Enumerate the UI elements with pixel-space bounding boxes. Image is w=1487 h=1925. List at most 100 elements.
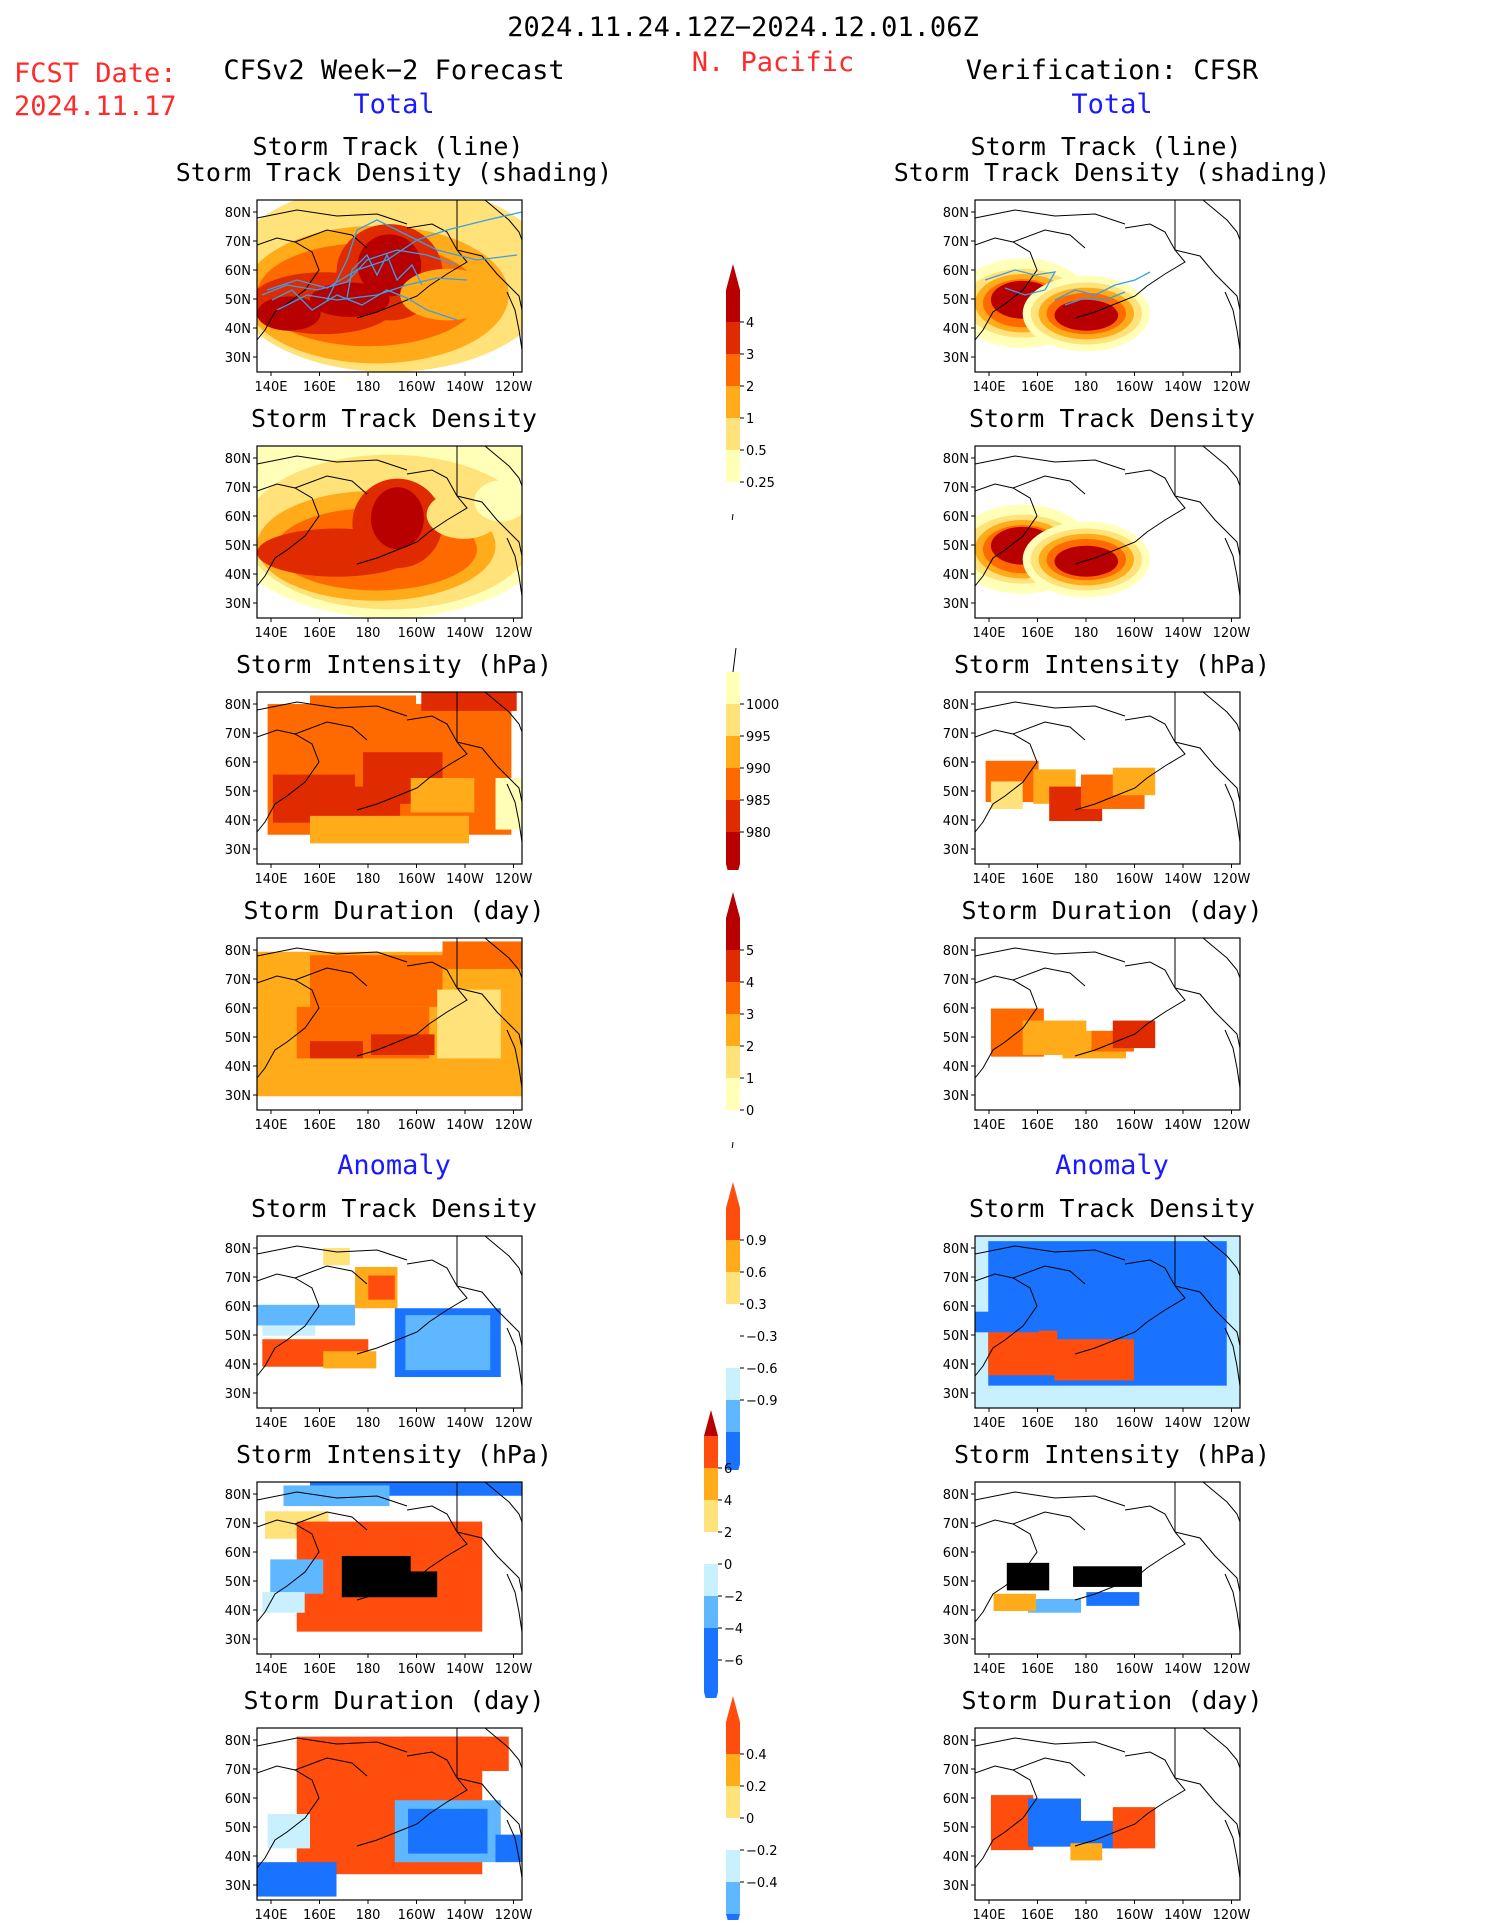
colorbar-swatch xyxy=(726,354,740,386)
lon-tick-label: 140E xyxy=(254,1118,287,1133)
field-cell xyxy=(408,1808,488,1854)
lon-tick-label: 160W xyxy=(398,872,436,887)
coastline xyxy=(356,223,468,319)
lat-tick-label: 40N xyxy=(225,1604,251,1619)
lat-tick-label: 70N xyxy=(943,1271,969,1286)
lat-tick-label: 50N xyxy=(943,1329,969,1344)
coastline xyxy=(356,715,468,811)
lon-tick-label: 140W xyxy=(446,1118,484,1133)
field-cell xyxy=(1073,1566,1142,1587)
coastline xyxy=(484,692,522,733)
colorbar-arrow xyxy=(704,1410,718,1436)
lon-tick-label: 120W xyxy=(1213,1118,1251,1133)
lon-tick-label: 120W xyxy=(495,1662,533,1677)
coastline xyxy=(1202,446,1240,487)
lon-tick-label: 120W xyxy=(495,1118,533,1133)
lon-tick-label: 140E xyxy=(254,626,287,641)
coastline xyxy=(1202,1482,1240,1523)
colorbar-swatch xyxy=(704,1468,718,1500)
field-contour xyxy=(1054,299,1119,331)
lon-tick-label: 120W xyxy=(1213,872,1251,887)
coastline xyxy=(1224,291,1240,372)
lon-tick-label: 120W xyxy=(1213,1908,1251,1923)
colorbar-swatch xyxy=(726,1400,740,1432)
coastline xyxy=(1074,1751,1186,1847)
colorbar-label: 995 xyxy=(746,730,771,745)
lon-tick-label: 140E xyxy=(972,1662,1005,1677)
coastline xyxy=(294,1757,368,1777)
coastline xyxy=(506,1819,522,1900)
lat-tick-label: 50N xyxy=(225,1821,251,1836)
colorbar-swatch xyxy=(726,736,740,768)
colorbar-label: −0.9 xyxy=(746,1394,778,1409)
plot-frame xyxy=(974,937,1241,1111)
lon-tick-label: 180 xyxy=(1074,380,1099,395)
lat-tick-label: 50N xyxy=(943,1575,969,1590)
coastline xyxy=(1174,249,1240,311)
lon-tick-label: 140W xyxy=(1164,1416,1202,1431)
plot-frame xyxy=(974,1235,1241,1409)
lon-tick-label: 160W xyxy=(1116,872,1154,887)
field-cell xyxy=(323,1351,377,1369)
lon-tick-label: 120W xyxy=(495,1908,533,1923)
coastline xyxy=(257,1765,320,1869)
colorbar-label: 0.4 xyxy=(746,1748,767,1763)
lon-tick-label: 160E xyxy=(303,872,336,887)
coastline xyxy=(1012,721,1086,741)
coastline xyxy=(257,1491,408,1507)
colorbar-swatch xyxy=(704,1660,718,1692)
verif-total-duration-map: 80N 70N 60N 50N 40N 30N 140E 160E 180 160W 140W 120… xyxy=(930,936,1265,1133)
coastline xyxy=(1224,1573,1240,1654)
coastline xyxy=(975,1519,1038,1623)
anom-duration-colorbar: 0.4 0.2 0 −0.2 −0.4 xyxy=(722,1694,782,1925)
lat-tick-label: 60N xyxy=(943,510,969,525)
storm-track-line xyxy=(1064,291,1126,306)
coastline xyxy=(1074,223,1186,319)
colorbar-swatch xyxy=(726,1368,740,1400)
coastline xyxy=(1174,1531,1240,1593)
density-colorbar: 4 3 2 1 0.5 0.25 xyxy=(722,262,782,539)
lat-tick-label: 60N xyxy=(943,1792,969,1807)
lat-tick-label: 50N xyxy=(943,1031,969,1046)
colorbar-swatch xyxy=(726,482,740,514)
colorbar-swatch xyxy=(726,1046,740,1078)
coastline xyxy=(1012,1265,1086,1285)
lat-tick-label: 60N xyxy=(225,264,251,279)
lat-tick-label: 60N xyxy=(943,756,969,771)
colorbar-label: −6 xyxy=(724,1654,743,1669)
field-contour xyxy=(257,296,321,331)
lon-tick-label: 140E xyxy=(254,380,287,395)
colorbar-swatch xyxy=(726,386,740,418)
lon-tick-label: 160W xyxy=(1116,1118,1154,1133)
colorbar-swatch xyxy=(726,950,740,982)
lat-tick-label: 40N xyxy=(225,814,251,829)
forecast-total-label: Total xyxy=(353,89,435,120)
verification-column-title: Verification: CFSR xyxy=(965,55,1259,86)
colorbar-swatch xyxy=(726,672,740,704)
lat-tick-label: 40N xyxy=(225,1060,251,1075)
colorbar-label: 2 xyxy=(724,1526,732,1541)
colorbar-label: 4 xyxy=(746,976,754,991)
colorbar-swatch xyxy=(704,1628,718,1660)
colorbar-label: 3 xyxy=(746,348,754,363)
plot-frame xyxy=(256,1235,523,1409)
field-cell xyxy=(410,778,475,813)
lon-tick-label: 140W xyxy=(446,1662,484,1677)
colorbar-label: 0.6 xyxy=(746,1266,767,1281)
lat-tick-label: 50N xyxy=(943,293,969,308)
lon-tick-label: 180 xyxy=(1074,1662,1099,1677)
colorbar-label: 980 xyxy=(746,826,771,841)
colorbar-swatch xyxy=(726,1882,740,1914)
lon-tick-label: 160W xyxy=(1116,380,1154,395)
lon-tick-label: 160E xyxy=(1021,380,1054,395)
field-cell xyxy=(1028,1598,1081,1613)
coastline xyxy=(1174,1777,1240,1839)
lat-tick-label: 50N xyxy=(225,1575,251,1590)
coastline xyxy=(506,537,522,618)
lat-tick-label: 60N xyxy=(943,1546,969,1561)
field-contour xyxy=(370,487,424,550)
colorbar-swatch xyxy=(726,1432,740,1464)
field-cell xyxy=(310,955,443,1007)
